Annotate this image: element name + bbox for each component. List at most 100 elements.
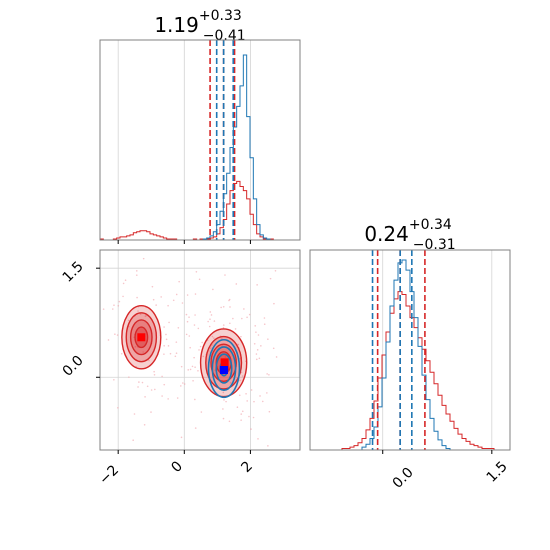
sample-point — [248, 313, 251, 316]
sample-point — [186, 294, 189, 296]
mode-marker-red — [220, 358, 229, 371]
title-p1: 0.24+0.34 −0.31 — [364, 217, 455, 253]
axes-frame-p1 — [309, 249, 511, 451]
sample-point — [198, 349, 200, 351]
mode-marker-red — [137, 333, 146, 342]
sample-point — [275, 356, 278, 358]
axes-frame-joint — [99, 249, 301, 451]
sample-point — [253, 400, 255, 403]
sample-point — [172, 299, 175, 302]
marginal-panel-p1 — [309, 249, 511, 454]
sample-point — [261, 400, 264, 403]
sample-point — [229, 382, 232, 384]
sample-point — [137, 310, 139, 312]
sample-point — [142, 351, 144, 353]
sample-point — [222, 417, 225, 420]
sample-point — [211, 335, 214, 338]
sample-point — [254, 325, 257, 327]
sample-point — [237, 343, 239, 346]
sample-point — [273, 302, 275, 305]
sample-point — [169, 352, 172, 355]
sample-point — [223, 399, 225, 401]
title-p0-plus: +0.33 — [199, 8, 242, 24]
sample-point — [187, 369, 190, 371]
sample-point — [152, 298, 155, 301]
sample-point — [243, 308, 245, 310]
sample-point — [102, 308, 105, 310]
sample-point — [132, 439, 134, 442]
sample-point — [245, 393, 247, 395]
sample-point — [185, 333, 188, 336]
sample-point — [209, 347, 212, 349]
sample-point — [241, 317, 243, 320]
sample-point — [194, 366, 196, 369]
sample-point — [161, 375, 163, 378]
sample-point — [222, 326, 225, 329]
sample-point — [272, 347, 275, 350]
sample-point — [135, 274, 138, 276]
sample-point — [255, 353, 258, 355]
title-p0-median: 1.19 — [154, 13, 199, 37]
sample-point — [194, 398, 196, 401]
sample-point — [209, 311, 212, 313]
sample-point — [138, 381, 140, 383]
sample-point — [163, 344, 165, 347]
sample-point — [180, 365, 183, 368]
sample-point — [263, 317, 266, 319]
sample-point — [188, 316, 190, 318]
sample-point — [113, 304, 115, 307]
sample-point — [161, 395, 163, 397]
sample-point — [194, 293, 197, 295]
sample-point — [195, 270, 198, 273]
sample-point — [178, 280, 180, 283]
contour-blue — [215, 353, 233, 384]
sample-point — [197, 369, 199, 372]
sample-point — [232, 317, 234, 320]
sample-point — [240, 335, 242, 338]
sample-point — [150, 411, 152, 413]
sample-point — [165, 338, 168, 341]
sample-point — [167, 345, 170, 347]
sample-point — [202, 355, 205, 358]
sample-point — [188, 335, 191, 337]
sample-point — [213, 337, 215, 339]
sample-point — [257, 438, 259, 440]
sample-point — [141, 381, 144, 384]
sample-point — [241, 410, 244, 413]
sample-point — [222, 391, 225, 394]
sample-point — [229, 322, 231, 325]
sample-point — [268, 373, 270, 376]
sample-point — [267, 445, 269, 447]
sample-point — [197, 327, 200, 330]
sample-point — [153, 373, 156, 376]
sample-point — [240, 419, 242, 421]
sample-point — [256, 284, 258, 286]
sample-point — [122, 295, 124, 298]
sample-point — [274, 269, 277, 272]
sample-point — [118, 300, 121, 303]
sample-point — [183, 383, 186, 385]
sample-point — [117, 406, 119, 409]
sample-point — [135, 270, 138, 272]
sample-point — [160, 296, 162, 298]
sample-point — [124, 279, 127, 282]
sample-point — [191, 365, 194, 368]
sample-point — [239, 379, 241, 382]
sample-point — [113, 379, 115, 381]
sample-point — [194, 314, 196, 316]
sample-point — [165, 333, 167, 336]
sample-point — [213, 320, 216, 322]
sample-point — [186, 320, 189, 323]
sample-point — [266, 392, 268, 394]
sample-point — [128, 376, 130, 378]
sample-point — [175, 352, 178, 355]
sample-point — [220, 306, 222, 309]
sample-point — [154, 388, 156, 391]
sample-point — [269, 277, 272, 280]
sample-point — [134, 345, 137, 348]
sample-point — [177, 326, 180, 329]
sample-point — [179, 385, 182, 387]
sample-point — [199, 345, 202, 348]
sample-point — [107, 339, 110, 341]
